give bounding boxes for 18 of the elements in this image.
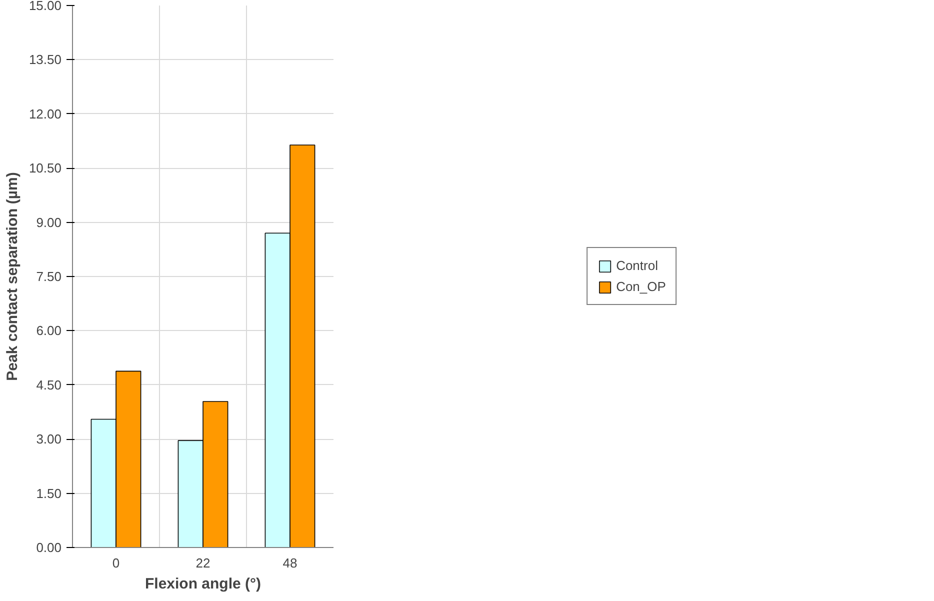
x-axis-title: Flexion angle (°) (144, 576, 262, 592)
y-axis-title: Peak contact separation (µm) (4, 172, 21, 381)
y-tick-label: 3.00 (36, 432, 62, 447)
y-tick-label: 9.00 (36, 214, 62, 230)
y-tick-label: 7.50 (36, 269, 62, 284)
y-tick-label: 4.50 (36, 377, 62, 392)
x-tick-label: 48 (282, 556, 298, 570)
y-tick-label: 10.50 (28, 160, 62, 176)
legend-label: Con_OP (616, 279, 666, 294)
legend-label: Control (616, 258, 658, 273)
x-tick-label: 22 (196, 556, 210, 570)
x-tick-label: 0 (112, 556, 120, 570)
y-tick-label: 15.00 (28, 0, 62, 13)
y-tick-label: 13.50 (28, 52, 62, 68)
y-tick-label: 0.00 (36, 540, 62, 555)
y-tick-label: 12.00 (28, 106, 62, 122)
y-tick-label: 1.50 (36, 486, 62, 501)
y-tick-label: 6.00 (36, 323, 62, 338)
